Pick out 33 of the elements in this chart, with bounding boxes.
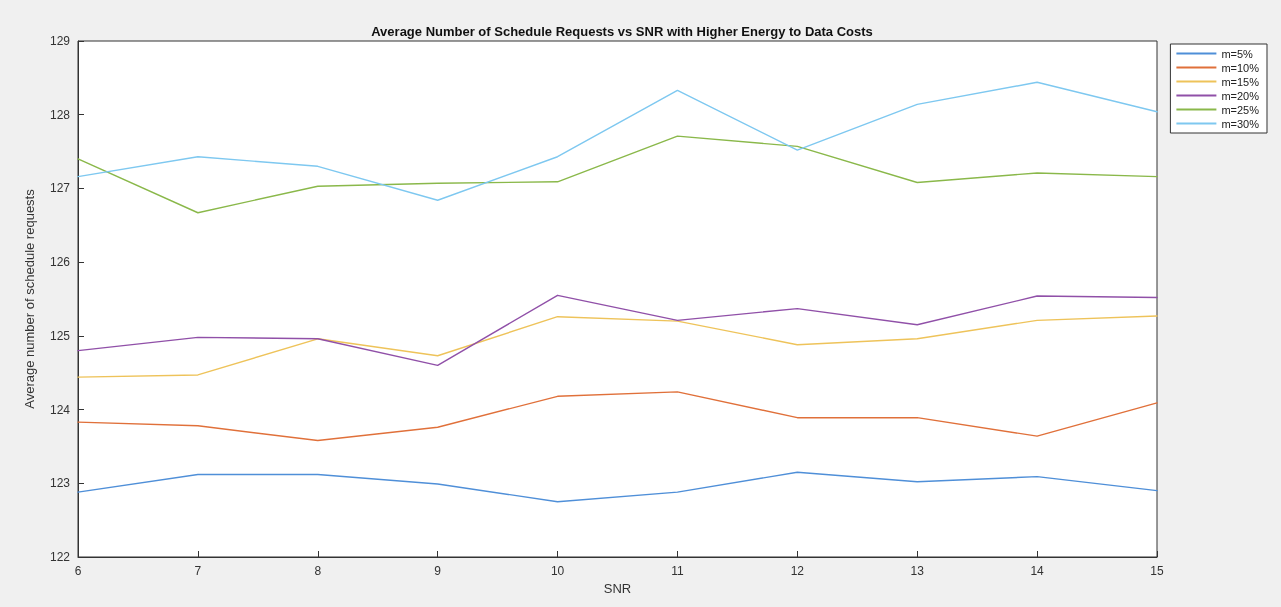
legend-label: m=25% [1221, 103, 1260, 116]
legend-label: m=5% [1221, 47, 1254, 60]
line-series [77, 391, 1158, 442]
x-axis-title: SNR [603, 580, 632, 596]
y-tick-label: 127 [49, 181, 71, 196]
x-tick-label: 14 [1030, 564, 1045, 578]
x-tick-label: 6 [74, 564, 82, 578]
legend-label: m=15% [1221, 75, 1260, 88]
line-series [77, 135, 1158, 214]
line-series [77, 81, 1158, 201]
y-tick-label: 129 [49, 34, 71, 48]
line-series [77, 294, 1158, 367]
line-series [77, 471, 1158, 503]
legend-label: m=10% [1221, 61, 1260, 74]
y-tick-label: 122 [49, 550, 71, 564]
x-tick-label: 10 [550, 564, 565, 578]
x-tick-label: 13 [910, 564, 925, 578]
x-tick-label: 15 [1150, 564, 1164, 578]
y-axis-title: Average number of schedule requests [22, 188, 37, 409]
y-tick-label: 123 [49, 476, 71, 491]
x-tick-label: 9 [434, 564, 442, 578]
x-tick-label: 7 [194, 564, 202, 578]
y-tick-label: 126 [49, 255, 71, 270]
y-tick-label: 128 [49, 107, 71, 122]
chart-title: Average Number of Schedule Requests vs SNR with Higher Energy to Data Costs [371, 24, 873, 39]
y-tick-label: 124 [49, 402, 71, 417]
legend-label: m=20% [1221, 89, 1260, 102]
legend-label: m=30% [1221, 117, 1260, 130]
x-tick-label: 8 [314, 564, 322, 578]
y-tick-label: 125 [49, 328, 71, 343]
x-tick-label: 11 [671, 564, 684, 578]
line-series [77, 315, 1158, 378]
x-tick-label: 12 [790, 564, 805, 578]
